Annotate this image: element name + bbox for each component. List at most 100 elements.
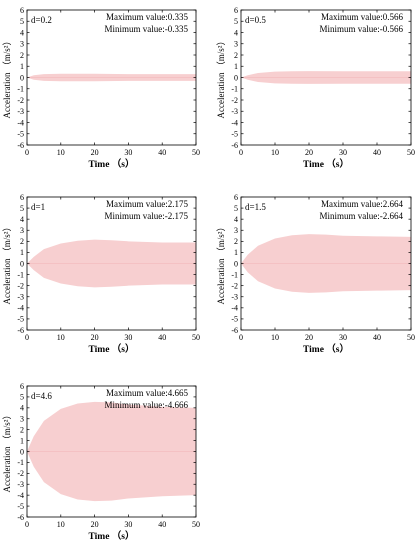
y-tick-label: -2 [17,469,24,478]
min-value-annotation: Minimum value:-4.666 [105,400,189,410]
y-tick-label: -3 [231,293,238,302]
y-tick-label: 4 [20,404,24,413]
x-tick-label: 50 [407,333,415,342]
x-axis-label: Time （s） [88,530,134,542]
x-tick-label: 50 [407,148,415,157]
y-tick-label: 1 [20,248,24,257]
x-tick-label: 10 [271,148,279,157]
y-tick-label: -5 [17,315,24,324]
max-value-annotation: Maximum value:4.665 [106,388,188,398]
y-tick-label: 2 [234,51,238,60]
y-tick-label: 6 [20,193,24,202]
y-tick-label: -1 [17,458,24,467]
y-tick-label: 0 [20,259,24,268]
y-axis-label: Acceleration （m/s²） [2,223,12,305]
y-tick-label: 5 [234,17,238,26]
y-tick-label: -1 [17,85,24,94]
y-tick-label: -2 [17,281,24,290]
y-tick-label: 3 [20,226,24,235]
y-tick-label: -2 [231,96,238,105]
chart-panel-3: -6 -5 -4 -3 -2 -1 0 1 2 3 4 5 6 0 10 20 30 40 50 Time （s） Ac… [2,193,200,355]
y-tick-label: -6 [17,513,24,522]
panel-label: d=1.5 [245,202,266,212]
min-value-annotation: Minimum value:-2.175 [105,211,189,221]
x-tick-label: 0 [239,333,243,342]
y-tick-label: -6 [17,141,24,150]
x-tick-label: 30 [124,148,132,157]
y-tick-label: 1 [234,62,238,71]
y-tick-label: 2 [234,237,238,246]
x-tick-label: 10 [57,333,65,342]
x-tick-label: 50 [192,333,200,342]
panel-label: d=0.2 [31,15,52,25]
y-tick-label: 4 [234,215,238,224]
x-tick-label: 40 [373,148,381,157]
y-axis-label: Acceleration （m/s²） [216,223,226,305]
y-tick-label: 3 [234,226,238,235]
y-tick-label: 1 [20,436,24,445]
y-tick-label: 0 [20,447,24,456]
y-tick-label: -6 [17,326,24,335]
y-tick-label: -5 [17,502,24,511]
max-value-annotation: Maximum value:0.566 [321,12,403,22]
y-tick-label: -6 [231,326,238,335]
x-tick-label: 40 [158,520,166,529]
y-tick-label: 2 [20,237,24,246]
chart-panel-2: -6 -5 -4 -3 -2 -1 0 1 2 3 4 5 6 0 10 20 30 40 50 Time （s） Ac… [216,6,415,170]
y-tick-label: 3 [234,40,238,49]
panel-label: d=0.5 [245,15,266,25]
y-tick-label: 4 [20,215,24,224]
panel-label: d=4.6 [31,391,52,401]
x-tick-label: 40 [158,148,166,157]
y-tick-label: -1 [231,85,238,94]
y-axis-label: Acceleration （m/s²） [2,411,12,493]
x-tick-label: 40 [373,333,381,342]
x-tick-label: 30 [124,520,132,529]
y-tick-label: 5 [234,204,238,213]
y-tick-label: -3 [231,107,238,116]
y-tick-label: 6 [234,6,238,15]
max-value-annotation: Maximum value:0.335 [106,12,188,22]
x-axis-label: Time （s） [88,158,134,170]
y-tick-label: 5 [20,393,24,402]
x-tick-label: 10 [57,520,65,529]
y-tick-label: -3 [17,480,24,489]
min-value-annotation: Minimum value:-0.335 [105,24,189,34]
chart-panel-1: -6 -5 -4 -3 -2 -1 0 1 2 3 4 5 6 0 10 20 30 40 50 Time （s） Ac… [2,6,200,170]
x-tick-label: 50 [192,148,200,157]
y-tick-label: -4 [231,118,238,127]
y-tick-label: 1 [20,62,24,71]
x-axis-label: Time （s） [303,343,349,355]
x-tick-label: 30 [124,333,132,342]
y-tick-label: -4 [17,304,24,313]
y-tick-label: 1 [234,248,238,257]
min-value-annotation: Minimum value:-0.566 [320,24,404,34]
y-tick-label: -2 [231,281,238,290]
x-tick-label: 20 [305,148,313,157]
y-tick-label: 0 [20,73,24,82]
max-value-annotation: Maximum value:2.664 [321,199,403,209]
y-tick-label: -4 [231,304,238,313]
y-tick-label: 4 [20,28,24,37]
y-tick-label: -1 [17,270,24,279]
y-tick-label: -4 [17,491,24,500]
y-tick-label: -6 [231,141,238,150]
x-tick-label: 0 [25,520,29,529]
min-value-annotation: Minimum value:-2.664 [320,211,404,221]
y-tick-label: 6 [20,6,24,15]
x-tick-label: 30 [339,148,347,157]
x-tick-label: 50 [192,520,200,529]
y-tick-label: -5 [231,315,238,324]
y-tick-label: 0 [234,73,238,82]
y-tick-label: 6 [234,193,238,202]
y-tick-label: 2 [20,425,24,434]
y-tick-label: -5 [231,130,238,139]
x-tick-label: 40 [158,333,166,342]
x-tick-label: 30 [339,333,347,342]
y-tick-label: -3 [17,107,24,116]
y-tick-label: -5 [17,130,24,139]
y-tick-label: 2 [20,51,24,60]
x-tick-label: 0 [25,333,29,342]
